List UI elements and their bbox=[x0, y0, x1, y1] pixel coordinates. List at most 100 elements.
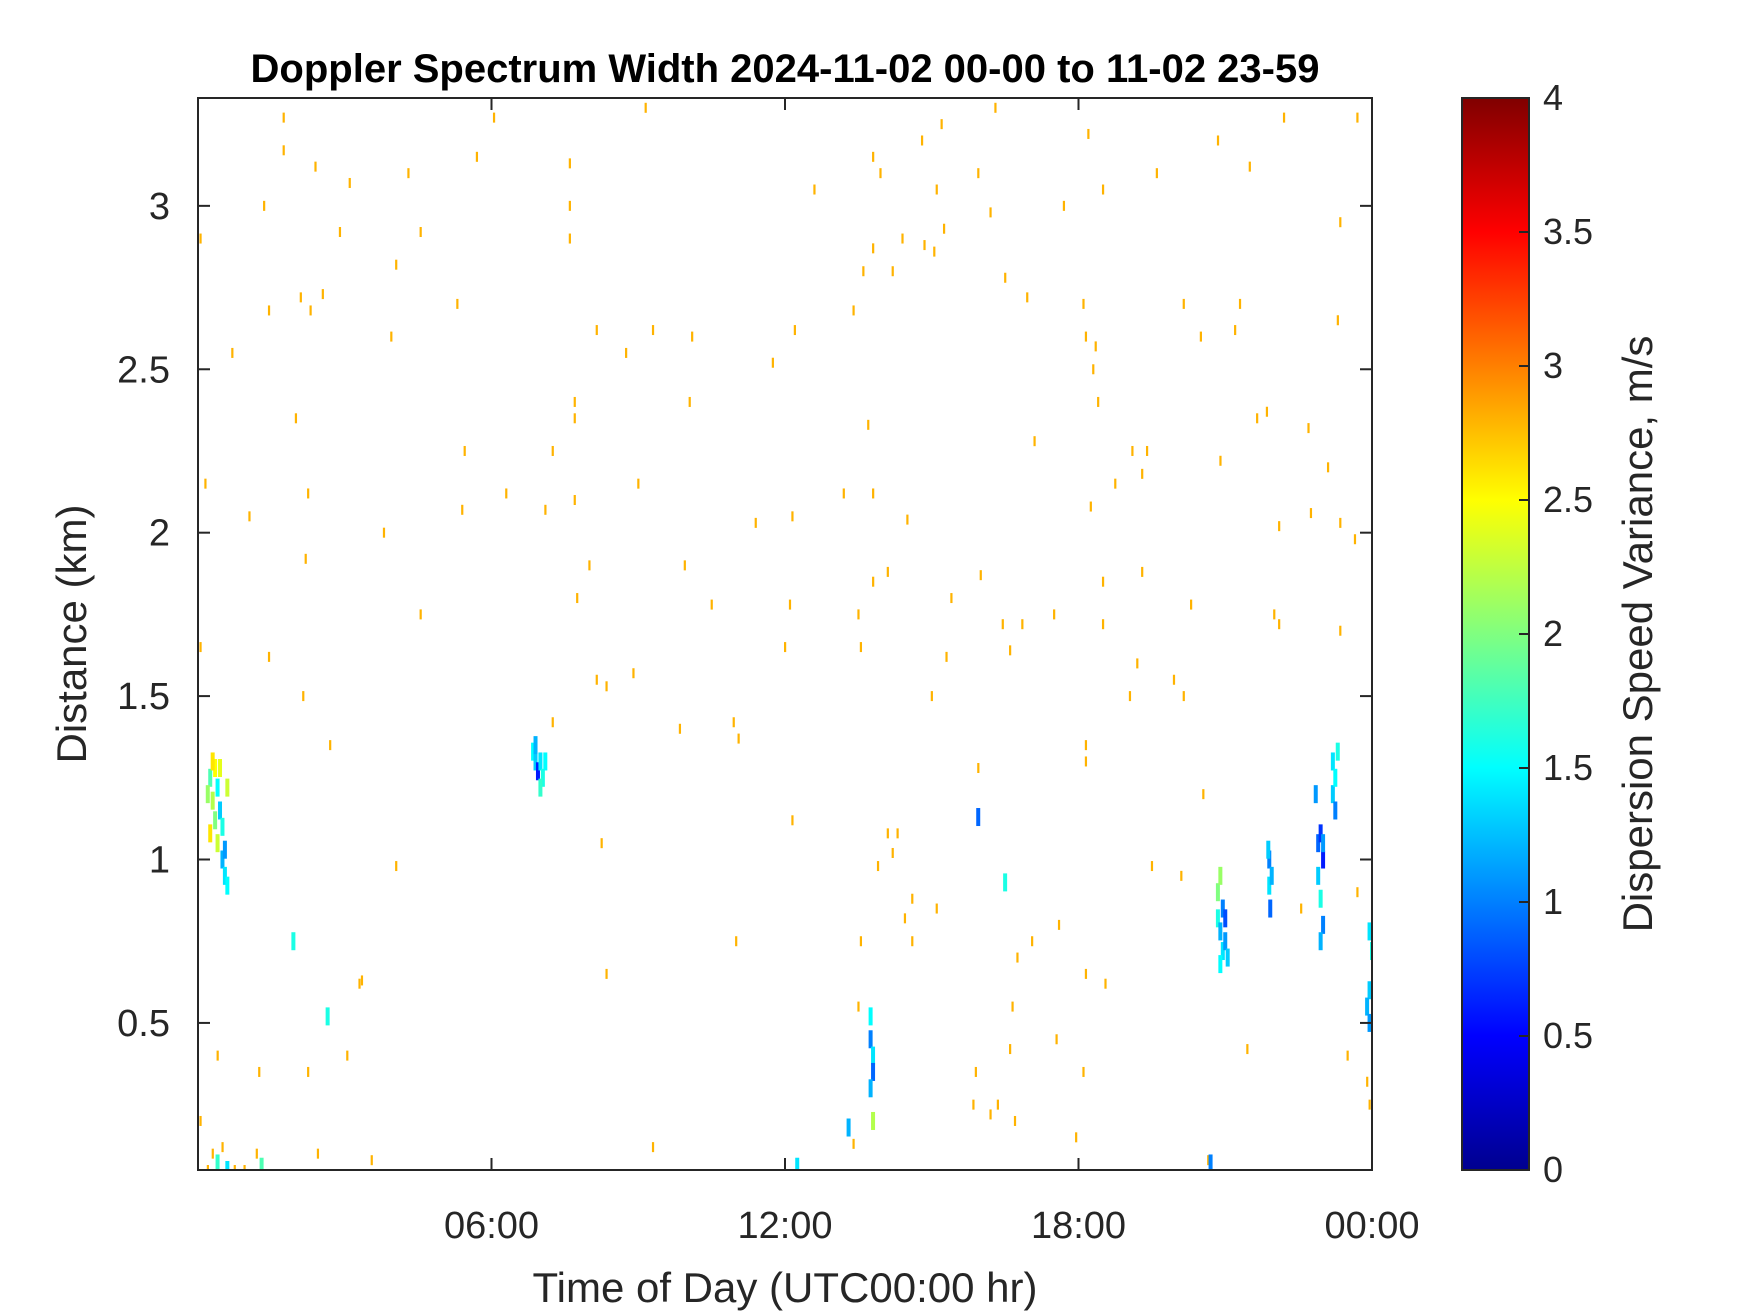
echo-cell bbox=[222, 866, 227, 885]
data-point bbox=[1131, 445, 1134, 456]
data-point bbox=[1339, 217, 1342, 228]
data-point bbox=[1336, 315, 1339, 326]
data-point bbox=[1084, 331, 1088, 342]
data-point bbox=[1141, 566, 1144, 577]
data-point bbox=[879, 168, 882, 179]
data-point bbox=[304, 553, 307, 564]
data-point bbox=[267, 305, 271, 316]
data-point bbox=[852, 1138, 855, 1149]
data-point bbox=[1234, 325, 1237, 336]
y-tick-label: 3 bbox=[149, 186, 170, 228]
data-point bbox=[199, 642, 202, 653]
echo-cell bbox=[213, 759, 218, 777]
colorbar-tick-label: 3 bbox=[1543, 345, 1563, 386]
data-point bbox=[1101, 184, 1105, 195]
colorbar-ticks: 0 0.5 1 1.5 2 2.5 3 3.5 4 bbox=[1519, 77, 1593, 1190]
echo-cell bbox=[220, 817, 225, 836]
colorbar-tick-label: 2.5 bbox=[1543, 479, 1593, 520]
echo-cell bbox=[1223, 909, 1228, 928]
data-point bbox=[1114, 478, 1117, 489]
data-point bbox=[911, 936, 914, 947]
echo-cell bbox=[543, 752, 548, 771]
data-point bbox=[1278, 619, 1281, 630]
data-point bbox=[977, 168, 980, 179]
data-point bbox=[221, 1142, 224, 1153]
data-point bbox=[568, 233, 571, 244]
data-point bbox=[1248, 161, 1251, 172]
data-point bbox=[872, 488, 875, 499]
data-point bbox=[1009, 645, 1012, 656]
data-point bbox=[1011, 1001, 1014, 1012]
data-point bbox=[419, 609, 422, 620]
chart-title: Doppler Spectrum Width 2024-11-02 00-00 … bbox=[251, 47, 1320, 91]
echo-cell bbox=[1316, 834, 1321, 853]
data-point bbox=[595, 674, 598, 685]
data-point bbox=[505, 488, 508, 499]
data-point bbox=[588, 560, 591, 571]
data-point bbox=[551, 445, 554, 456]
echo-cell bbox=[871, 1046, 876, 1065]
echo-cell bbox=[1223, 932, 1228, 951]
data-point bbox=[316, 1148, 320, 1159]
echo-cell bbox=[1318, 889, 1323, 908]
echo-cell bbox=[222, 840, 227, 859]
data-point bbox=[1180, 870, 1183, 881]
echo-cell bbox=[533, 752, 538, 771]
data-point bbox=[632, 668, 635, 679]
echo-cell bbox=[1365, 997, 1370, 1016]
data-point bbox=[216, 1050, 219, 1061]
data-point bbox=[710, 599, 713, 610]
data-point bbox=[1346, 1050, 1349, 1061]
echo-cell bbox=[218, 759, 223, 777]
data-point bbox=[688, 396, 691, 407]
data-point bbox=[395, 259, 398, 270]
data-point bbox=[1219, 455, 1222, 466]
plot-area bbox=[198, 98, 1372, 1170]
data-point bbox=[1013, 1115, 1017, 1126]
data-point bbox=[600, 838, 603, 849]
echo-cell bbox=[215, 834, 220, 853]
data-point bbox=[1273, 609, 1276, 620]
echo-cell bbox=[210, 752, 215, 771]
data-point bbox=[872, 576, 875, 587]
data-point bbox=[1368, 1099, 1371, 1110]
echo-cell bbox=[210, 791, 215, 810]
data-point bbox=[573, 413, 576, 424]
data-point bbox=[813, 184, 816, 195]
echo-cell bbox=[1330, 752, 1335, 771]
data-point bbox=[903, 913, 907, 924]
data-point bbox=[737, 733, 740, 744]
data-point bbox=[651, 1142, 655, 1153]
data-point bbox=[644, 102, 647, 113]
data-point bbox=[258, 1066, 261, 1077]
x-axis-label: Time of Day (UTC00:00 hr) bbox=[533, 1264, 1038, 1311]
data-point bbox=[1033, 436, 1036, 447]
data-point bbox=[307, 488, 310, 499]
echo-cell bbox=[1321, 915, 1326, 934]
echo-cell bbox=[1266, 840, 1271, 859]
data-point bbox=[923, 240, 926, 251]
echo-cell bbox=[1215, 909, 1220, 928]
echo-cell bbox=[976, 808, 981, 827]
data-point bbox=[338, 227, 342, 237]
data-point bbox=[950, 593, 953, 604]
echo-cell bbox=[531, 742, 536, 761]
data-point bbox=[360, 975, 364, 986]
data-point bbox=[1207, 1155, 1210, 1166]
data-point bbox=[683, 560, 686, 571]
data-point bbox=[989, 207, 992, 218]
data-point bbox=[886, 566, 889, 577]
echo-cell bbox=[205, 785, 210, 804]
echo-cell bbox=[535, 762, 540, 781]
x-tick-label: 12:00 bbox=[737, 1205, 832, 1247]
data-point bbox=[935, 184, 938, 195]
echo-cell bbox=[1313, 785, 1318, 804]
echo-cell bbox=[1218, 955, 1223, 974]
data-point bbox=[1326, 462, 1330, 473]
echo-cell bbox=[540, 768, 545, 787]
colorbar-tick-label: 2 bbox=[1543, 613, 1563, 654]
echo-cell bbox=[1318, 824, 1323, 843]
data-point bbox=[1182, 298, 1185, 309]
data-point bbox=[231, 347, 234, 358]
data-point bbox=[282, 145, 285, 156]
